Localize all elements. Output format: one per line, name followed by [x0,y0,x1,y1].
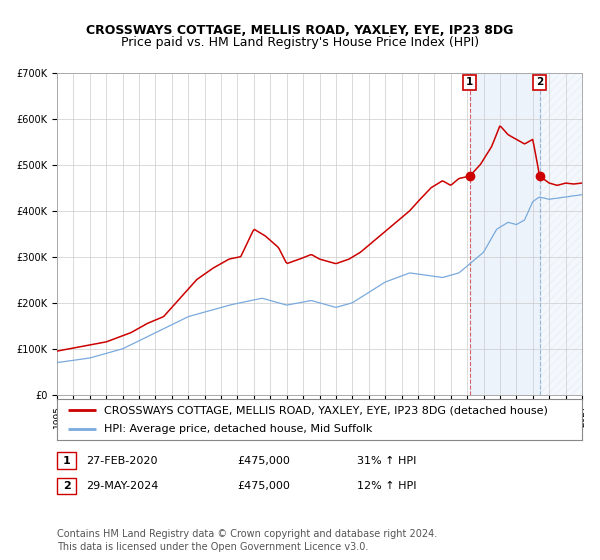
Text: 31% ↑ HPI: 31% ↑ HPI [357,456,416,466]
Text: 29-MAY-2024: 29-MAY-2024 [86,481,158,491]
Bar [470,73,539,395]
Text: 1: 1 [466,77,473,87]
Text: CROSSWAYS COTTAGE, MELLIS ROAD, YAXLEY, EYE, IP23 8DG (detached house): CROSSWAYS COTTAGE, MELLIS ROAD, YAXLEY, … [104,405,548,415]
Text: HPI: Average price, detached house, Mid Suffolk: HPI: Average price, detached house, Mid … [104,424,373,433]
Text: 12% ↑ HPI: 12% ↑ HPI [357,481,416,491]
Bar [539,73,582,395]
Text: 2: 2 [63,481,70,491]
Text: 2: 2 [536,77,543,87]
Text: Price paid vs. HM Land Registry's House Price Index (HPI): Price paid vs. HM Land Registry's House … [121,36,479,49]
Text: CROSSWAYS COTTAGE, MELLIS ROAD, YAXLEY, EYE, IP23 8DG: CROSSWAYS COTTAGE, MELLIS ROAD, YAXLEY, … [86,24,514,36]
Text: £475,000: £475,000 [237,456,290,466]
Text: 27-FEB-2020: 27-FEB-2020 [86,456,157,466]
Text: 1: 1 [63,456,70,466]
Text: Contains HM Land Registry data © Crown copyright and database right 2024.
This d: Contains HM Land Registry data © Crown c… [57,529,437,552]
Text: £475,000: £475,000 [237,481,290,491]
